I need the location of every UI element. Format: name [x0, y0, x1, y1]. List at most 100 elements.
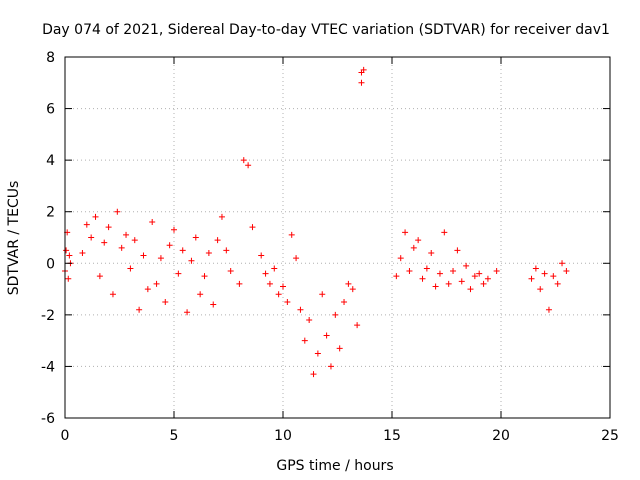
- data-point: [271, 265, 278, 272]
- y-tick-label: 8: [46, 50, 55, 66]
- y-axis-label: SDTVAR / TECUs: [6, 181, 22, 296]
- data-point: [218, 213, 225, 220]
- data-point: [105, 224, 112, 231]
- y-tick-label: 2: [46, 205, 55, 221]
- data-point: [360, 66, 367, 73]
- data-point: [349, 286, 356, 293]
- data-point: [131, 237, 138, 244]
- data-point: [240, 157, 247, 164]
- data-point: [550, 273, 557, 280]
- data-point: [162, 298, 169, 305]
- data-point: [314, 350, 321, 357]
- data-point: [192, 234, 199, 241]
- data-point: [480, 280, 487, 287]
- y-tick-label: -2: [41, 308, 55, 324]
- data-point: [393, 273, 400, 280]
- data-point: [153, 280, 160, 287]
- data-point: [319, 291, 326, 298]
- data-point: [136, 306, 143, 313]
- data-point: [554, 280, 561, 287]
- data-point: [445, 280, 452, 287]
- data-point: [467, 286, 474, 293]
- y-tick-label: -6: [41, 411, 55, 427]
- data-point: [493, 268, 500, 275]
- data-point: [258, 252, 265, 259]
- data-point: [563, 268, 570, 275]
- data-point: [63, 247, 70, 254]
- data-point: [327, 363, 334, 370]
- data-point: [101, 239, 108, 246]
- data-point: [210, 301, 217, 308]
- data-point: [245, 162, 252, 169]
- plot-frame: [64, 56, 611, 419]
- data-point: [66, 252, 73, 259]
- data-point: [415, 237, 422, 244]
- data-point: [79, 249, 86, 256]
- x-tick-label: 20: [492, 428, 510, 444]
- data-point: [310, 371, 317, 378]
- data-point: [214, 237, 221, 244]
- data-point: [306, 317, 313, 324]
- data-point: [280, 283, 286, 290]
- data-point: [450, 268, 457, 275]
- x-tick-label: 10: [274, 428, 292, 444]
- data-point: [92, 213, 99, 220]
- data-point: [402, 229, 409, 236]
- x-tick-label: 25: [601, 428, 619, 444]
- chart-title: Day 074 of 2021, Sidereal Day-to-day VTE…: [42, 22, 610, 38]
- data-point: [441, 229, 448, 236]
- data-point: [559, 260, 566, 267]
- data-point: [140, 252, 147, 259]
- y-tick-label: 6: [46, 102, 55, 118]
- data-point: [249, 224, 256, 231]
- data-point: [545, 306, 552, 313]
- data-point: [345, 280, 352, 287]
- x-axis-label: GPS time / hours: [276, 458, 393, 474]
- data-point: [463, 262, 470, 269]
- x-tick-label: 5: [170, 428, 179, 444]
- data-point: [227, 268, 234, 275]
- data-point: [541, 270, 548, 277]
- data-point: [205, 249, 212, 256]
- y-tick-label: 4: [46, 153, 55, 169]
- data-point: [432, 283, 439, 290]
- data-point: [118, 244, 125, 251]
- data-point: [293, 255, 300, 262]
- data-point: [458, 278, 465, 285]
- data-point: [166, 242, 173, 249]
- x-tick-label: 0: [61, 428, 70, 444]
- data-point: [144, 286, 151, 293]
- data-point: [288, 231, 295, 238]
- data-point: [262, 270, 269, 277]
- data-point: [109, 291, 116, 298]
- data-point: [454, 247, 461, 254]
- data-point: [65, 275, 72, 282]
- data-point: [236, 280, 243, 287]
- data-point: [114, 208, 121, 215]
- data-point: [179, 247, 186, 254]
- data-point: [197, 291, 204, 298]
- data-point: [397, 255, 404, 262]
- data-point: [157, 255, 164, 262]
- data-points: [62, 66, 570, 378]
- data-point: [354, 322, 361, 329]
- data-point: [341, 298, 348, 305]
- data-point: [406, 268, 413, 275]
- y-tick-label: -4: [41, 359, 55, 375]
- data-point: [184, 309, 191, 316]
- y-axis-ticks: -6 -4 -2 0 2 4 6 8: [41, 50, 610, 427]
- data-point: [297, 306, 304, 313]
- data-point: [537, 286, 544, 293]
- data-point: [419, 275, 426, 282]
- data-point: [88, 234, 95, 241]
- data-point: [410, 244, 417, 251]
- data-point: [266, 280, 273, 287]
- data-point: [323, 332, 330, 339]
- x-tick-label: 15: [383, 428, 401, 444]
- data-point: [223, 247, 230, 254]
- data-point: [484, 275, 491, 282]
- data-point: [275, 291, 282, 298]
- data-point: [476, 270, 483, 277]
- x-axis-ticks: 0 5 10 15 20 25: [61, 57, 619, 444]
- data-point: [336, 345, 343, 352]
